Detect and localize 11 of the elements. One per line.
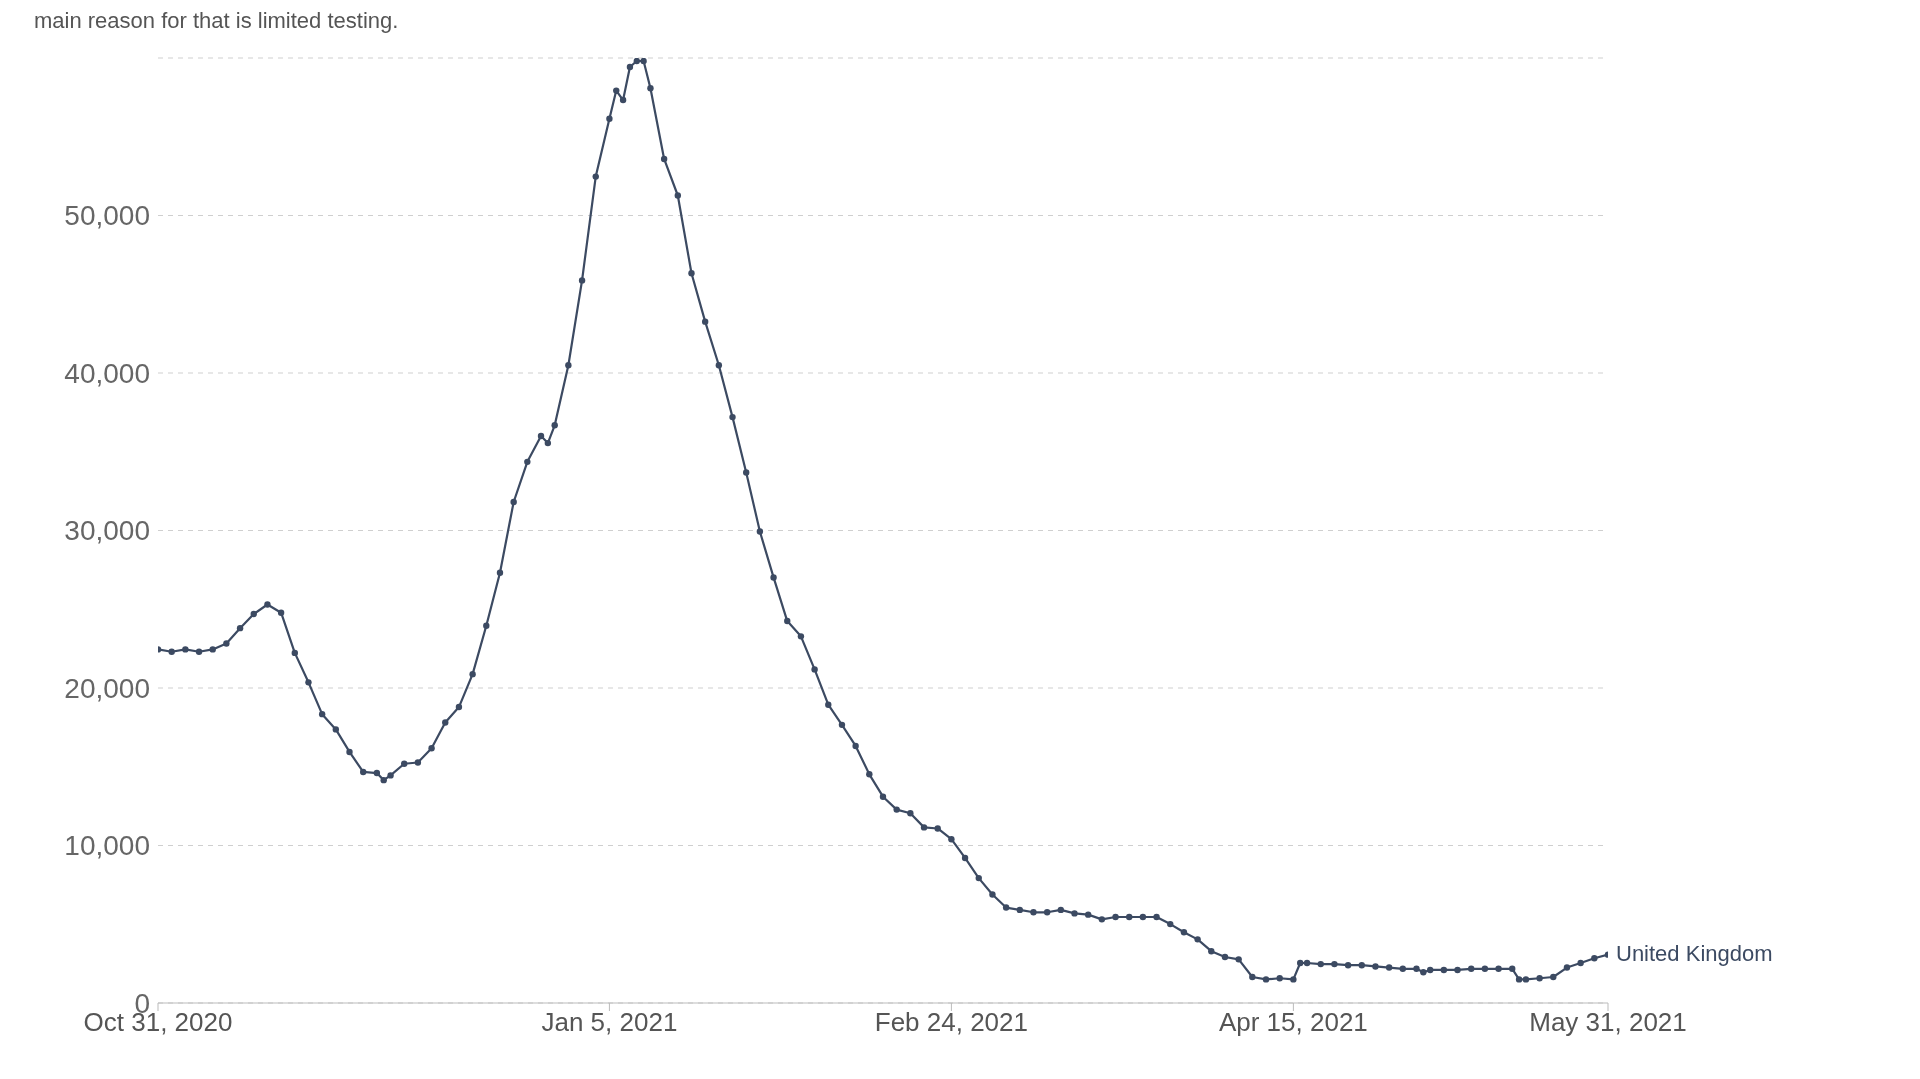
y-tick-label: 40,000 <box>64 357 150 389</box>
chart-subtitle: main reason for that is limited testing. <box>34 8 400 35</box>
y-tick-label: 20,000 <box>64 672 150 704</box>
x-tick-label: May 31, 2021 <box>1529 1007 1687 1038</box>
x-tick-label: Apr 15, 2021 <box>1218 1007 1368 1038</box>
y-tick-label: 10,000 <box>64 830 150 862</box>
y-tick-label: 50,000 <box>64 200 150 232</box>
y-tick-label: 30,000 <box>64 515 150 547</box>
x-tick-label: Feb 24, 2021 <box>874 1007 1029 1038</box>
series-label: United Kingdom <box>1616 940 1773 966</box>
x-tick-label: Jan 5, 2021 <box>541 1007 678 1038</box>
